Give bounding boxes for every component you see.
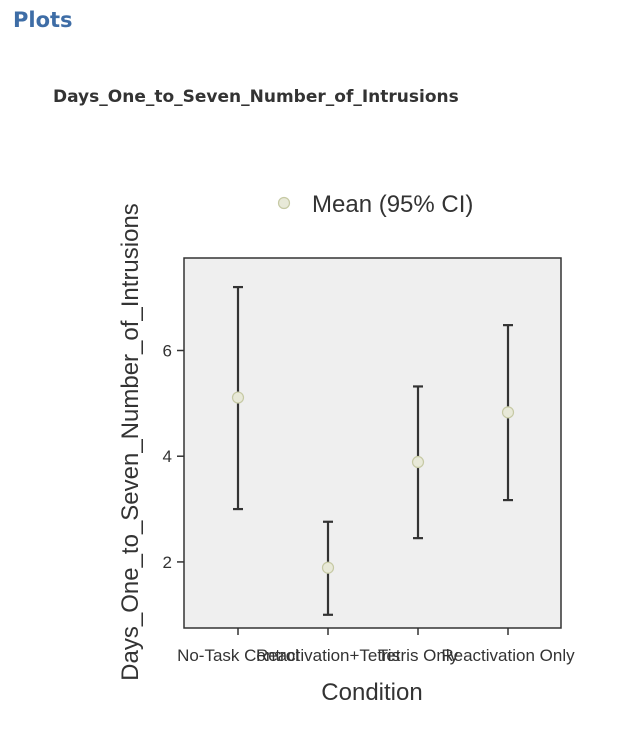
- x-tick-label: Reactivation+Tetris: [256, 646, 400, 665]
- y-tick-label: 6: [163, 342, 172, 361]
- plot-panel: [183, 257, 562, 629]
- x-tick-label: Reactivation Only: [441, 646, 575, 665]
- y-axis: 2 4 6: [163, 342, 184, 572]
- y-tick-label: 2: [163, 553, 172, 572]
- mean-point: [321, 561, 335, 574]
- plot-title: Days_One_to_Seven_Number_of_Intrusions: [53, 87, 459, 107]
- mean-point: [501, 406, 515, 419]
- mean-point: [231, 391, 245, 404]
- section-title: Plots: [13, 8, 73, 32]
- x-tick-label: Tetris Only: [378, 646, 459, 665]
- mean-point: [411, 455, 425, 469]
- x-axis-title: Condition: [321, 679, 422, 706]
- y-axis-title: Days_One_to_Seven_Number_of_Intrusions: [117, 203, 144, 681]
- x-axis: No-Task ControlReactivation+TetrisTetris…: [177, 628, 575, 665]
- legend-marker: [277, 196, 291, 210]
- x-tick-label: No-Task Control: [177, 646, 299, 665]
- data-marks: [231, 285, 515, 616]
- legend-label: Mean (95% CI): [312, 191, 473, 218]
- y-tick-label: 4: [163, 447, 172, 466]
- legend: Mean (95% CI): [277, 191, 473, 218]
